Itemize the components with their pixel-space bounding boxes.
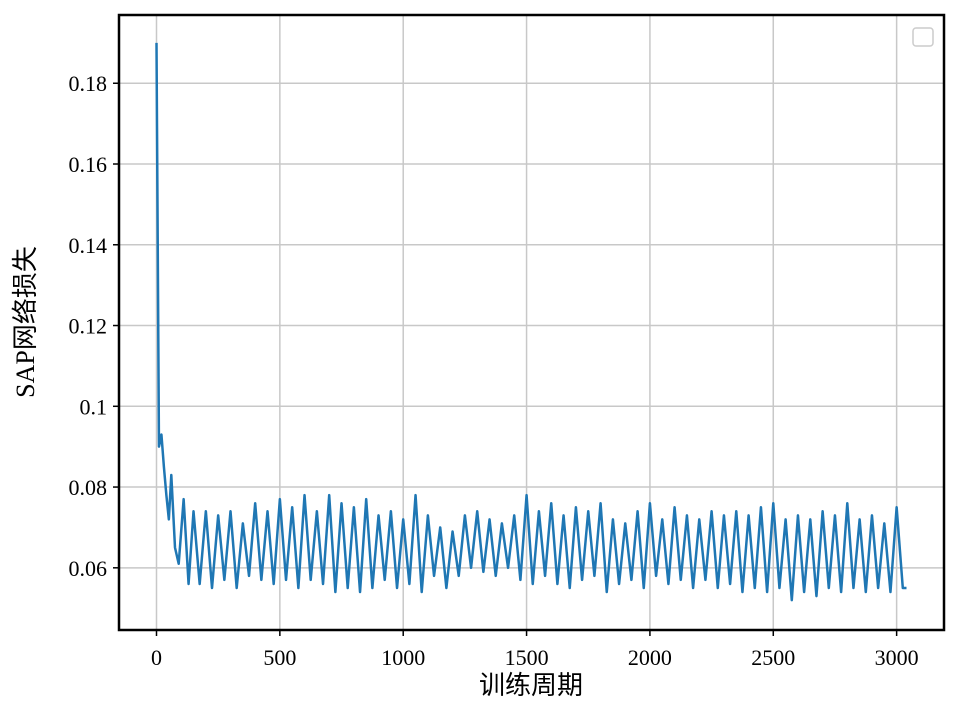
- grid: 0 500 1000 1500 2000 2500 3000 0.06 0.08 0.1 0.12 0…: [69, 15, 944, 670]
- y-tick-label: 0.14: [69, 233, 108, 258]
- line-series: [155, 42, 907, 602]
- x-tick-label: 2000: [628, 645, 672, 670]
- plot: [155, 42, 907, 602]
- x-tick-label: 3000: [875, 645, 919, 670]
- y-tick-label: 0.16: [69, 152, 108, 177]
- y-tick-label: 0.06: [69, 556, 108, 581]
- y-tick-label: 0.1: [80, 394, 108, 419]
- x-tick-label: 500: [263, 645, 296, 670]
- x-axis-label: 训练周期: [479, 671, 583, 700]
- plot-frame: [117, 13, 946, 632]
- x-tick-label: 2500: [751, 645, 795, 670]
- x-tick-label: 1500: [505, 645, 549, 670]
- y-tick-label: 0.12: [69, 314, 108, 339]
- legend: [912, 27, 934, 47]
- x-tick-label: 1000: [381, 645, 425, 670]
- x-tick-label: 0: [151, 645, 162, 670]
- y-tick-label: 0.08: [69, 475, 108, 500]
- y-axis-label: SAP网络损失: [11, 246, 40, 398]
- y-tick-label: 0.18: [69, 71, 108, 96]
